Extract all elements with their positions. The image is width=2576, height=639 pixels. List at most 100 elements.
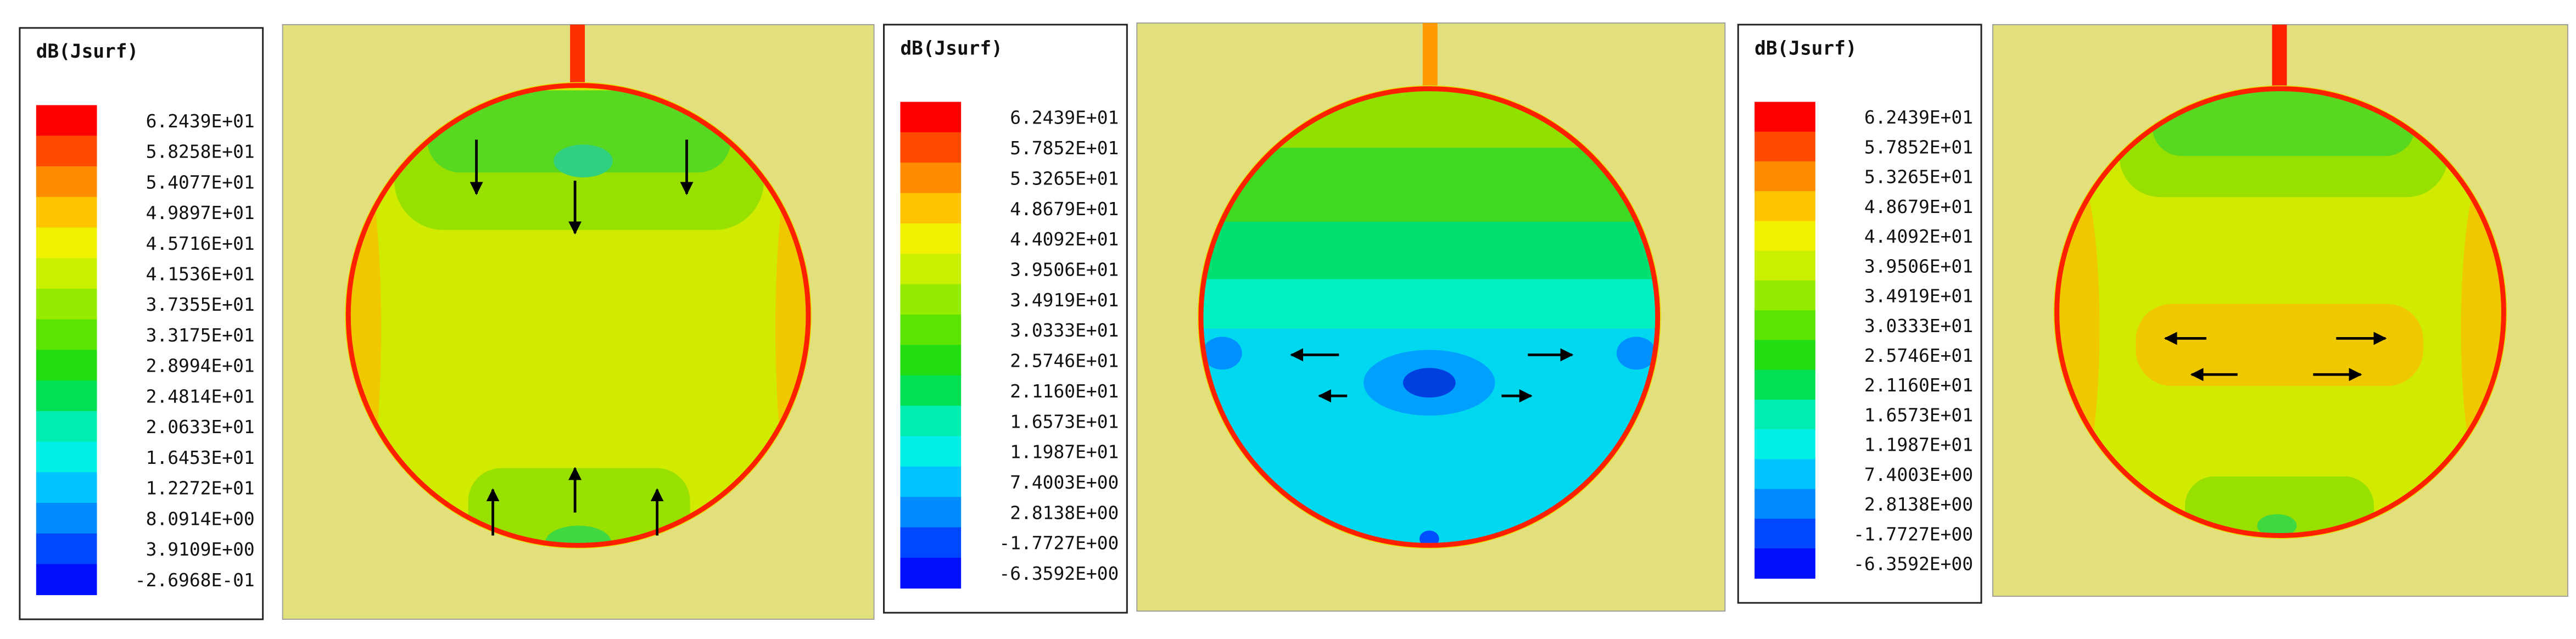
legend-label: 4.8679E+01 — [1010, 198, 1119, 220]
legend-swatch — [1754, 518, 1815, 549]
legend-label: 4.5716E+01 — [146, 233, 255, 254]
legend-label: 5.7852E+01 — [1010, 137, 1119, 159]
legend-label: -1.7727E+00 — [999, 532, 1119, 554]
legend-label: 3.4919E+01 — [1864, 285, 1973, 307]
legend-swatch — [1754, 161, 1815, 192]
legend-swatch — [36, 166, 97, 198]
plot-3 — [1992, 24, 2568, 597]
legend: dB(Jsurf) 6.2439E+01 5.7852E+01 5.3265E+01 4… — [883, 24, 1128, 614]
legend-swatch — [900, 406, 962, 437]
legend-swatch — [1754, 310, 1815, 341]
legend-swatch — [36, 288, 97, 320]
legend-title: dB(Jsurf) — [900, 37, 1002, 59]
legend-label: 8.0914E+00 — [146, 508, 255, 529]
legend-label: 2.8994E+01 — [146, 355, 255, 377]
legend-label: 1.1987E+01 — [1010, 441, 1119, 463]
legend-label: 3.9506E+01 — [1864, 255, 1973, 277]
legend-label: 4.1536E+01 — [146, 264, 255, 285]
legend-swatch — [900, 466, 962, 498]
legend-label: 7.4003E+00 — [1864, 464, 1973, 485]
legend-label: 3.4919E+01 — [1010, 289, 1119, 311]
legend-label: 3.9506E+01 — [1010, 259, 1119, 280]
legend-swatch — [900, 132, 962, 164]
legend-swatch — [36, 533, 97, 565]
legend-label: -1.7727E+00 — [1853, 523, 1973, 545]
legend-swatch — [1754, 429, 1815, 460]
legend-swatch — [900, 557, 962, 589]
legend-label: 3.0333E+01 — [1010, 320, 1119, 341]
legend-label: -2.6968E-01 — [135, 569, 255, 591]
legend-label: 4.4092E+01 — [1864, 226, 1973, 247]
legend-swatch — [36, 105, 97, 137]
legend-swatch — [36, 136, 97, 167]
legend-swatch — [900, 345, 962, 376]
legend-label: 2.8138E+00 — [1864, 494, 1973, 515]
legend-swatch — [36, 441, 97, 473]
legend-label: 1.2272E+01 — [146, 478, 255, 499]
legend-swatch — [900, 497, 962, 528]
legend-label: 1.6573E+01 — [1864, 404, 1973, 425]
legend-swatch — [900, 102, 962, 133]
legend-label: 4.9897E+01 — [146, 202, 255, 223]
legend-swatch — [36, 411, 97, 442]
legend-swatch — [900, 375, 962, 406]
legend-swatch — [36, 319, 97, 351]
legend-swatch — [36, 197, 97, 228]
legend-swatch — [36, 258, 97, 289]
legend-swatch — [900, 436, 962, 467]
legend-swatch — [36, 503, 97, 534]
legend-label: 6.2439E+01 — [1864, 107, 1973, 128]
legend-label: 5.4077E+01 — [146, 171, 255, 193]
legend-label: 2.1160E+01 — [1864, 374, 1973, 396]
legend-swatch — [36, 564, 97, 596]
legend-label: 5.3265E+01 — [1864, 166, 1973, 188]
legend-swatch — [1754, 369, 1815, 400]
legend-label: 3.0333E+01 — [1864, 315, 1973, 337]
legend-title: dB(Jsurf) — [1754, 37, 1857, 59]
legend-label: -6.3592E+00 — [999, 563, 1119, 584]
legend-swatch — [900, 284, 962, 315]
legend-swatch — [1754, 221, 1815, 251]
legend-swatch — [1754, 191, 1815, 222]
legend-label: 3.9109E+00 — [146, 539, 255, 560]
legend-title: dB(Jsurf) — [36, 41, 138, 63]
legend-swatch — [1754, 489, 1815, 519]
legend: dB(Jsurf) 6.2439E+01 5.8258E+01 5.4077E+01 4… — [19, 27, 264, 620]
legend-swatch — [1754, 399, 1815, 430]
legend-label: -6.3592E+00 — [1853, 553, 1973, 575]
legend-label: 1.6453E+01 — [146, 447, 255, 468]
legend-swatch — [36, 350, 97, 381]
legend-label: 2.8138E+00 — [1010, 502, 1119, 523]
legend-swatch — [900, 193, 962, 224]
legend-label: 6.2439E+01 — [146, 110, 255, 132]
plot-2 — [1136, 22, 1726, 612]
legend-label: 1.6573E+01 — [1010, 411, 1119, 432]
legend-label: 2.5746E+01 — [1864, 345, 1973, 366]
legend-label: 4.4092E+01 — [1010, 228, 1119, 250]
legend-swatch — [36, 472, 97, 503]
legend-swatch — [900, 315, 962, 346]
legend-label: 4.8679E+01 — [1864, 196, 1973, 217]
legend-label: 2.0633E+01 — [146, 416, 255, 438]
legend-label: 6.2439E+01 — [1010, 107, 1119, 128]
legend-label: 3.3175E+01 — [146, 324, 255, 346]
legend-swatch — [1754, 548, 1815, 579]
legend-swatch — [1754, 459, 1815, 490]
legend-swatch — [1754, 250, 1815, 281]
legend-swatch — [1754, 340, 1815, 371]
legend-swatch — [900, 254, 962, 285]
legend-swatch — [900, 162, 962, 194]
plot-1 — [282, 24, 875, 620]
legend-label: 5.8258E+01 — [146, 141, 255, 162]
legend-label: 5.7852E+01 — [1864, 136, 1973, 158]
legend-label: 2.1160E+01 — [1010, 380, 1119, 402]
legend-swatch — [900, 527, 962, 558]
legend-label: 7.4003E+00 — [1010, 472, 1119, 493]
legend-swatch — [36, 380, 97, 412]
legend-label: 1.1987E+01 — [1864, 434, 1973, 456]
legend-label: 2.4814E+01 — [146, 385, 255, 407]
legend-label: 2.5746E+01 — [1010, 350, 1119, 372]
legend-swatch — [1754, 131, 1815, 162]
